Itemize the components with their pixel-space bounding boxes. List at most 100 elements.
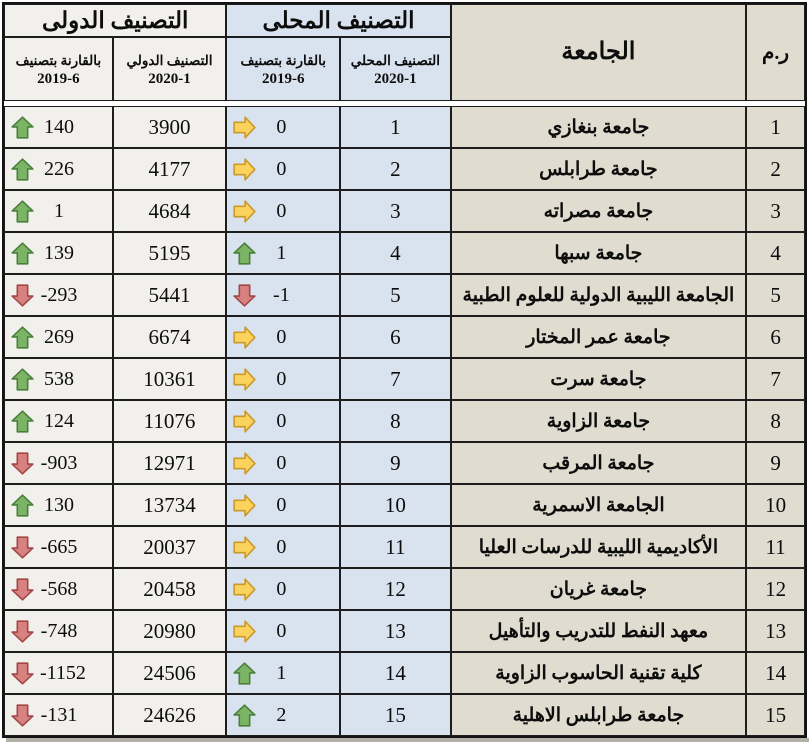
intl-rank-cell: 24506 — [112, 652, 227, 694]
header-local-compare-period: 2019-6 — [261, 70, 305, 87]
local-rank-cell: 9 — [340, 442, 451, 484]
intl-change-cell: 139 — [4, 232, 113, 274]
down-arrow-icon — [11, 703, 34, 727]
right-arrow-icon — [233, 325, 257, 349]
row-number-cell: 3 — [746, 190, 805, 232]
local-change-cell: 1 — [226, 232, 341, 274]
university-name-cell: جامعة طرابلس الاهلية — [450, 694, 747, 736]
header-intl-compare-2019: بالقارنة بتصنيف 2019-6 — [4, 37, 113, 101]
local-change-cell: -1 — [226, 274, 341, 316]
local-rank-cell: 3 — [340, 190, 451, 232]
row-number-cell: 14 — [746, 652, 805, 694]
up-arrow-icon — [11, 115, 34, 139]
table-row: 7 جامعة سرت 7 0 10361 538 — [4, 358, 805, 400]
down-arrow-icon — [11, 283, 34, 307]
intl-rank-cell: 20980 — [112, 610, 227, 652]
right-arrow-icon — [233, 535, 257, 559]
intl-rank-cell: 5195 — [112, 232, 227, 274]
header-body-gap — [4, 101, 805, 106]
header-local-rank-2020: التصنيف المحلي 2020-1 — [340, 37, 451, 101]
up-arrow-icon — [11, 325, 34, 349]
header-local-compare-2019: بالقارنة بتصنيف 2019-6 — [226, 37, 341, 101]
intl-change-cell: 269 — [4, 316, 113, 358]
header-row-number: ر.م — [746, 4, 805, 101]
university-name-cell: جامعة مصراته — [450, 190, 747, 232]
intl-change-cell: -568 — [4, 568, 113, 610]
table-row: 15 جامعة طرابلس الاهلية 15 2 24626 -131 — [4, 694, 805, 736]
intl-rank-cell: 10361 — [112, 358, 227, 400]
table-row: 5 الجامعة الليبية الدولية للعلوم الطبية … — [4, 274, 805, 316]
local-change-cell: 0 — [226, 106, 341, 148]
down-arrow-icon — [11, 535, 34, 559]
university-name-cell: جامعة سبها — [450, 232, 747, 274]
row-number-cell: 2 — [746, 148, 805, 190]
table-row: 6 جامعة عمر المختار 6 0 6674 269 — [4, 316, 805, 358]
right-arrow-icon — [233, 619, 257, 643]
local-rank-cell: 5 — [340, 274, 451, 316]
university-name-cell: الجامعة الليبية الدولية للعلوم الطبية — [450, 274, 747, 316]
local-change-cell: 0 — [226, 190, 341, 232]
table-row: 1 جامعة بنغازي 1 0 3900 140 — [4, 106, 805, 148]
up-arrow-icon — [11, 409, 34, 433]
table-row: 3 جامعة مصراته 3 0 4684 1 — [4, 190, 805, 232]
university-name-cell: كلية تقنية الحاسوب الزاوية — [450, 652, 747, 694]
down-arrow-icon — [233, 283, 257, 307]
up-arrow-icon — [233, 661, 257, 685]
row-number-cell: 1 — [746, 106, 805, 148]
row-number-cell: 12 — [746, 568, 805, 610]
table-row: 12 جامعة غريان 12 0 20458 -568 — [4, 568, 805, 610]
right-arrow-icon — [233, 493, 257, 517]
intl-change-cell: 226 — [4, 148, 113, 190]
university-name-cell: جامعة عمر المختار — [450, 316, 747, 358]
intl-rank-cell: 3900 — [112, 106, 227, 148]
local-change-cell: 0 — [226, 316, 341, 358]
university-name-cell: جامعة الزاوية — [450, 400, 747, 442]
header-local-compare-label: بالقارنة بتصنيف — [240, 52, 326, 68]
table-row: 11 الأكاديمية الليبية للدرسات العليا 11 … — [4, 526, 805, 568]
intl-change-cell: 124 — [4, 400, 113, 442]
intl-rank-cell: 6674 — [112, 316, 227, 358]
header-local-rank-label: التصنيف المحلي — [350, 52, 441, 68]
university-name-cell: الأكاديمية الليبية للدرسات العليا — [450, 526, 747, 568]
down-arrow-icon — [11, 451, 34, 475]
header-intl-rank-period: 2020-1 — [148, 70, 191, 87]
local-change-cell: 0 — [226, 484, 341, 526]
intl-rank-cell: 12971 — [112, 442, 227, 484]
local-rank-cell: 7 — [340, 358, 451, 400]
header-intl-ranking-group: التصنيف الدولى — [4, 4, 227, 37]
university-name-cell: جامعة طرابلس — [450, 148, 747, 190]
intl-rank-cell: 4177 — [112, 148, 227, 190]
local-change-cell: 0 — [226, 358, 341, 400]
header-intl-compare-label: بالقارنة بتصنيف — [15, 52, 102, 68]
row-number-cell: 10 — [746, 484, 805, 526]
row-number-cell: 5 — [746, 274, 805, 316]
local-rank-cell: 12 — [340, 568, 451, 610]
header-local-ranking-group: التصنيف المحلى — [226, 4, 451, 37]
header-university: الجامعة — [450, 4, 747, 101]
local-change-cell: 0 — [226, 400, 341, 442]
table-body: 1 جامعة بنغازي 1 0 3900 140 2 جامعة طراب… — [4, 106, 805, 736]
table-row: 4 جامعة سبها 4 1 5195 139 — [4, 232, 805, 274]
local-change-cell: 0 — [226, 610, 341, 652]
right-arrow-icon — [233, 199, 257, 223]
university-name-cell: جامعة غريان — [450, 568, 747, 610]
up-arrow-icon — [11, 367, 34, 391]
intl-change-cell: -131 — [4, 694, 113, 736]
local-rank-cell: 4 — [340, 232, 451, 274]
row-number-cell: 15 — [746, 694, 805, 736]
table-row: 2 جامعة طرابلس 2 0 4177 226 — [4, 148, 805, 190]
university-name-cell: جامعة المرقب — [450, 442, 747, 484]
header-intl-rank-label: التصنيف الدولي — [126, 52, 213, 68]
intl-change-cell: 1 — [4, 190, 113, 232]
local-rank-cell: 8 — [340, 400, 451, 442]
intl-change-cell: 130 — [4, 484, 113, 526]
local-change-cell: 0 — [226, 526, 341, 568]
intl-rank-cell: 13734 — [112, 484, 227, 526]
table-row: 13 معهد النفط للتدريب والتأهيل 13 0 2098… — [4, 610, 805, 652]
local-change-cell: 0 — [226, 148, 341, 190]
local-change-cell: 1 — [226, 652, 341, 694]
local-rank-cell: 14 — [340, 652, 451, 694]
right-arrow-icon — [233, 367, 257, 391]
down-arrow-icon — [11, 661, 34, 685]
local-rank-cell: 2 — [340, 148, 451, 190]
